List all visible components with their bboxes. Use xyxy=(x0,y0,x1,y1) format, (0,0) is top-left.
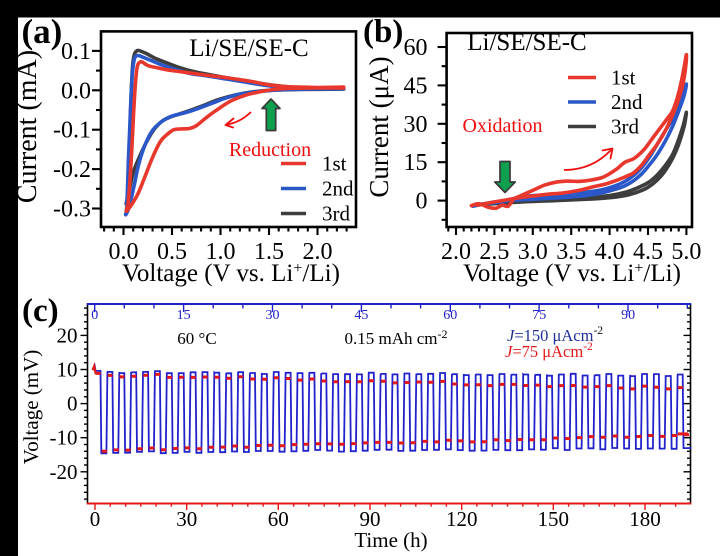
svg-text:60 °C: 60 °C xyxy=(177,329,216,348)
svg-text:0.15 mAh cm-2: 0.15 mAh cm-2 xyxy=(344,327,447,348)
svg-text:150: 150 xyxy=(538,507,570,531)
svg-text:10: 10 xyxy=(57,358,78,382)
svg-text:Oxidation: Oxidation xyxy=(463,115,543,137)
svg-text:4.0: 4.0 xyxy=(595,239,625,265)
svg-text:-0.1: -0.1 xyxy=(53,118,91,144)
svg-text:1st: 1st xyxy=(611,66,636,90)
svg-text:1.0: 1.0 xyxy=(206,239,236,265)
svg-text:75: 75 xyxy=(532,308,546,323)
svg-text:1.5: 1.5 xyxy=(254,239,284,265)
svg-text:45: 45 xyxy=(404,73,428,99)
svg-text:3.5: 3.5 xyxy=(556,239,586,265)
svg-text:0: 0 xyxy=(67,392,78,416)
svg-text:(a): (a) xyxy=(22,12,63,51)
svg-text:90: 90 xyxy=(621,308,635,323)
svg-text:Li/SE/SE-C: Li/SE/SE-C xyxy=(467,29,586,56)
svg-text:Time (h): Time (h) xyxy=(354,528,427,552)
svg-text:60: 60 xyxy=(443,308,457,323)
svg-text:2nd: 2nd xyxy=(611,90,643,114)
svg-text:4.5: 4.5 xyxy=(633,239,663,265)
svg-text:0.0: 0.0 xyxy=(61,78,91,104)
svg-text:-20: -20 xyxy=(50,460,78,484)
svg-text:2.0: 2.0 xyxy=(303,239,333,265)
svg-text:(b): (b) xyxy=(363,14,403,50)
svg-text:3rd: 3rd xyxy=(322,202,350,226)
svg-text:1st: 1st xyxy=(322,152,347,176)
svg-text:15: 15 xyxy=(404,150,428,176)
svg-text:(c): (c) xyxy=(22,293,59,329)
svg-text:20: 20 xyxy=(57,323,78,347)
svg-text:Voltage (V vs. Li+/Li): Voltage (V vs. Li+/Li) xyxy=(122,260,340,287)
svg-text:5.0: 5.0 xyxy=(671,239,701,265)
svg-text:Voltage (mV): Voltage (mV) xyxy=(19,350,43,465)
svg-text:0: 0 xyxy=(416,189,428,215)
svg-text:2nd: 2nd xyxy=(322,177,354,201)
svg-text:Reduction: Reduction xyxy=(229,139,311,161)
svg-text:60: 60 xyxy=(268,507,289,531)
svg-text:J=75 μAcm-2: J=75 μAcm-2 xyxy=(505,341,593,361)
svg-text:180: 180 xyxy=(629,507,661,531)
svg-text:120: 120 xyxy=(446,507,478,531)
svg-text:2.5: 2.5 xyxy=(479,239,509,265)
svg-text:2.0: 2.0 xyxy=(441,239,471,265)
svg-text:Voltage (V vs. Li+/Li): Voltage (V vs. Li+/Li) xyxy=(463,260,681,287)
svg-text:45: 45 xyxy=(354,308,368,323)
svg-text:Current (μA): Current (μA) xyxy=(364,56,394,197)
svg-text:60: 60 xyxy=(404,35,428,61)
svg-text:-0.2: -0.2 xyxy=(53,157,91,183)
svg-text:0.1: 0.1 xyxy=(61,39,91,65)
svg-text:0: 0 xyxy=(91,308,98,323)
svg-text:-10: -10 xyxy=(50,426,78,450)
svg-text:3.0: 3.0 xyxy=(518,239,548,265)
svg-text:0.5: 0.5 xyxy=(157,239,187,265)
svg-text:Current (mA): Current (mA) xyxy=(12,50,43,203)
svg-text:0.0: 0.0 xyxy=(109,239,139,265)
svg-text:-0.3: -0.3 xyxy=(53,197,91,223)
svg-text:30: 30 xyxy=(266,308,280,323)
svg-text:3rd: 3rd xyxy=(611,115,639,139)
svg-text:0: 0 xyxy=(90,507,101,531)
svg-text:30: 30 xyxy=(176,507,197,531)
svg-text:90: 90 xyxy=(360,507,381,531)
svg-text:30: 30 xyxy=(404,112,428,138)
svg-text:15: 15 xyxy=(177,308,191,323)
svg-text:Li/SE/SE-C: Li/SE/SE-C xyxy=(189,35,308,62)
svg-text:J=150 μAcm-2: J=150 μAcm-2 xyxy=(507,325,603,345)
